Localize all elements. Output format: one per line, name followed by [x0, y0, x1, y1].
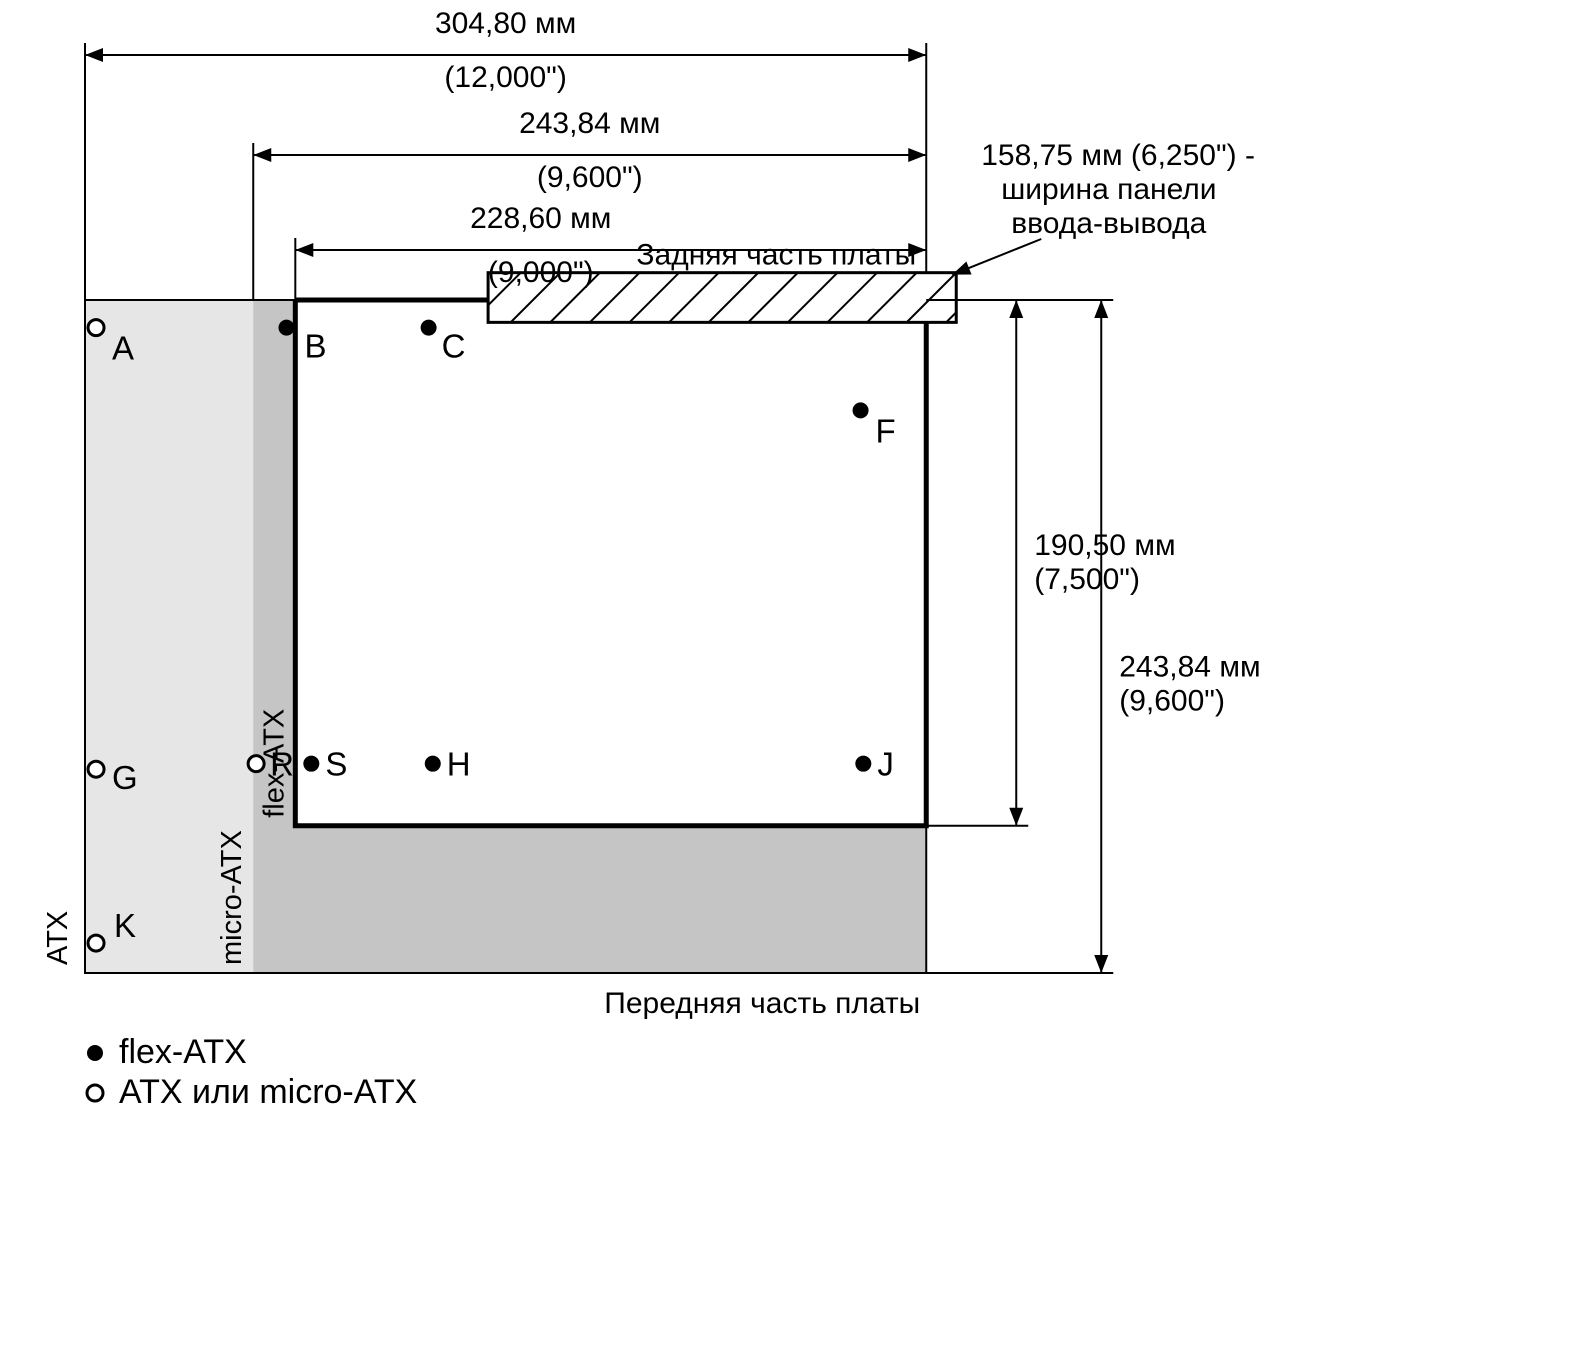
label-rear: Задняя часть платы: [636, 239, 916, 272]
legend-flex: flex-ATX: [119, 1033, 247, 1071]
svg-text:F: F: [876, 412, 896, 449]
hole-A: [88, 320, 104, 336]
hole-S: [303, 756, 319, 772]
svg-text:ввода-вывода: ввода-вывода: [1011, 207, 1206, 240]
dim-width-flex: 228,60 мм: [470, 202, 611, 235]
hole-C: [421, 320, 437, 336]
legend-marker-solid: [87, 1045, 103, 1061]
label-atx: ATX: [42, 911, 74, 965]
dim-width-atx: 304,80 мм: [435, 7, 576, 40]
svg-text:A: A: [112, 330, 134, 367]
dim-io-width: 158,75 мм (6,250") -: [981, 139, 1255, 172]
svg-text:G: G: [112, 759, 138, 796]
svg-text:J: J: [877, 746, 894, 783]
dim-width-micro: 243,84 мм: [519, 107, 660, 140]
label-micro-atx: micro-ATX: [216, 830, 248, 965]
svg-text:B: B: [304, 328, 326, 365]
svg-text:K: K: [114, 907, 136, 944]
dim-height-atx: 243,84 мм: [1119, 650, 1260, 683]
svg-text:(9,000"): (9,000"): [488, 256, 594, 289]
svg-text:S: S: [325, 746, 347, 783]
svg-text:C: C: [442, 328, 466, 365]
dim-height-flex: 190,50 мм: [1034, 529, 1175, 562]
svg-text:(12,000"): (12,000"): [444, 61, 566, 94]
legend-atx-micro: ATX или micro-ATX: [119, 1073, 417, 1111]
legend-marker-open: [87, 1085, 103, 1101]
svg-text:(9,600"): (9,600"): [1119, 684, 1225, 717]
svg-text:H: H: [447, 746, 471, 783]
svg-text:(7,500"): (7,500"): [1034, 563, 1140, 596]
board-regions: [85, 300, 926, 973]
svg-text:(9,600"): (9,600"): [537, 161, 643, 194]
svg-text:ширина панели: ширина панели: [1001, 173, 1216, 206]
hole-B: [278, 320, 294, 336]
hole-J: [855, 756, 871, 772]
hole-G: [88, 761, 104, 777]
hole-H: [425, 756, 441, 772]
label-flex-atx: flex-ATX: [258, 709, 290, 818]
label-front: Передняя часть платы: [604, 987, 920, 1020]
hole-F: [853, 402, 869, 418]
hole-K: [88, 935, 104, 951]
